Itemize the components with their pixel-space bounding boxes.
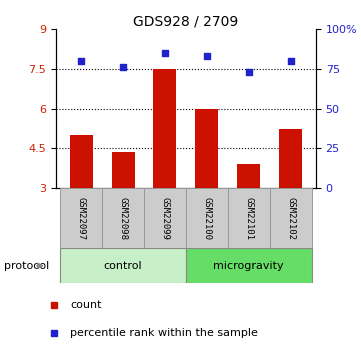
Text: GSM22097: GSM22097 bbox=[77, 197, 86, 240]
Text: percentile rank within the sample: percentile rank within the sample bbox=[70, 328, 258, 338]
Bar bbox=[112, 152, 135, 188]
Point bbox=[246, 69, 252, 75]
Bar bbox=[195, 109, 218, 188]
Text: control: control bbox=[104, 261, 142, 270]
Point bbox=[120, 65, 126, 70]
Point bbox=[162, 50, 168, 56]
Text: GSM22102: GSM22102 bbox=[286, 197, 295, 240]
Point bbox=[204, 53, 210, 59]
Bar bbox=[237, 164, 260, 188]
Text: GSM22099: GSM22099 bbox=[160, 197, 169, 240]
Bar bbox=[60, 188, 102, 248]
Bar bbox=[102, 188, 144, 248]
Point bbox=[78, 58, 84, 64]
Text: protocol: protocol bbox=[4, 261, 49, 270]
Bar bbox=[186, 248, 312, 283]
Bar bbox=[228, 188, 270, 248]
Text: microgravity: microgravity bbox=[213, 261, 284, 270]
Text: GSM22098: GSM22098 bbox=[118, 197, 127, 240]
Bar bbox=[70, 135, 93, 188]
Text: GSM22100: GSM22100 bbox=[203, 197, 212, 240]
Text: GSM22101: GSM22101 bbox=[244, 197, 253, 240]
Point bbox=[288, 58, 293, 64]
Bar bbox=[144, 188, 186, 248]
Title: GDS928 / 2709: GDS928 / 2709 bbox=[133, 14, 239, 28]
Bar bbox=[270, 188, 312, 248]
Bar bbox=[153, 69, 177, 188]
FancyArrowPatch shape bbox=[37, 264, 42, 268]
Bar bbox=[279, 128, 302, 188]
Text: count: count bbox=[70, 300, 101, 310]
Bar bbox=[186, 188, 228, 248]
Bar bbox=[60, 248, 186, 283]
